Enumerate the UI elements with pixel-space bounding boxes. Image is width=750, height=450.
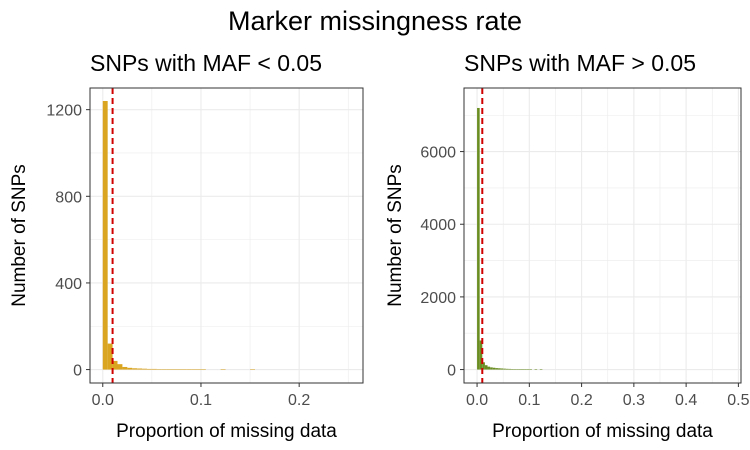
panel-0: 0.0 0.1 0.2 0 400 800 1200 Proportion of missin… (9, 87, 364, 442)
histogram-bar (137, 368, 143, 370)
x-axis-label: Proportion of missing data (116, 421, 337, 442)
x-tick-label: 0.1 (190, 392, 212, 409)
y-tick-label: 400 (55, 276, 82, 293)
y-tick-label: 800 (55, 189, 82, 206)
panel-border (463, 87, 742, 384)
x-tick-label: 0.0 (92, 392, 114, 409)
histogram-bar (112, 360, 118, 370)
y-tick-label: 6000 (420, 145, 456, 162)
histogram-bar (477, 107, 480, 370)
x-tick-label: 0.0 (466, 392, 488, 409)
panel-border (89, 87, 364, 384)
histogram-bar (132, 368, 138, 370)
x-tick-label: 0.1 (518, 392, 540, 409)
histogram-bar (539, 369, 543, 370)
histogram-bar (484, 365, 488, 370)
histogram-bar (107, 343, 113, 370)
histogram-bar (521, 369, 525, 370)
histogram-bar (524, 369, 527, 370)
histogram-bar (505, 368, 509, 370)
y-tick-label: 1200 (46, 103, 82, 120)
histogram-bar (146, 368, 152, 370)
histogram-bar (117, 364, 123, 370)
histogram-bar (503, 368, 506, 370)
histogram-bar (191, 369, 197, 370)
figure-title: Marker missingness rate (227, 6, 523, 36)
y-tick-label: 2000 (420, 290, 456, 307)
histogram-bar (513, 369, 517, 370)
histogram-bar (534, 369, 538, 370)
histogram-bar (479, 340, 483, 370)
y-axis-label: Number of SNPs (385, 164, 406, 307)
histogram-bar (142, 368, 147, 370)
y-tick-label: 0 (447, 363, 456, 380)
histogram-bar (161, 369, 167, 370)
histogram-bar (196, 369, 201, 370)
histogram-bar (176, 369, 182, 370)
histogram-bar (500, 368, 504, 370)
histogram-bar (518, 369, 522, 370)
histogram-bar (127, 367, 133, 370)
x-axis-label: Proportion of missing data (492, 421, 713, 442)
x-tick-label: 0.5 (727, 392, 749, 409)
x-tick-label: 0.2 (570, 392, 592, 409)
histogram-bar (511, 369, 514, 370)
x-tick-label: 0.2 (288, 392, 310, 409)
panel-title-high-maf: SNPs with MAF > 0.05 (464, 50, 696, 76)
histogram-bar (526, 369, 530, 370)
histogram-bar (529, 369, 532, 370)
histogram-bar (166, 369, 172, 370)
histogram-bar (482, 362, 485, 370)
x-tick-label: 0.3 (623, 392, 645, 409)
panel-1: 0.0 0.1 0.2 0.3 0.4 0.5 0 2000 4000 6000 Proportio… (385, 87, 750, 442)
histogram-bar (181, 369, 187, 370)
histogram-bar (122, 366, 128, 370)
histogram-bar (151, 368, 157, 370)
histogram-bar (156, 369, 162, 370)
histogram-bar (508, 368, 512, 370)
histogram-bar (200, 369, 206, 370)
histogram-bar (220, 369, 226, 370)
histogram-bar (487, 366, 491, 370)
histogram-bar (492, 367, 496, 370)
histogram-bar (516, 369, 519, 370)
y-tick-label: 0 (73, 363, 82, 380)
histogram-bar (171, 369, 177, 370)
histogram-bar (102, 100, 108, 370)
histogram-bar (186, 369, 192, 370)
histogram-bar (490, 367, 493, 370)
histogram-bar (497, 368, 501, 370)
panel-title-low-maf: SNPs with MAF < 0.05 (90, 50, 322, 76)
histogram-bar (495, 368, 498, 370)
y-axis-label: Number of SNPs (9, 164, 30, 307)
histogram-bar (250, 369, 255, 370)
y-tick-label: 4000 (420, 217, 456, 234)
x-tick-label: 0.4 (675, 392, 697, 409)
